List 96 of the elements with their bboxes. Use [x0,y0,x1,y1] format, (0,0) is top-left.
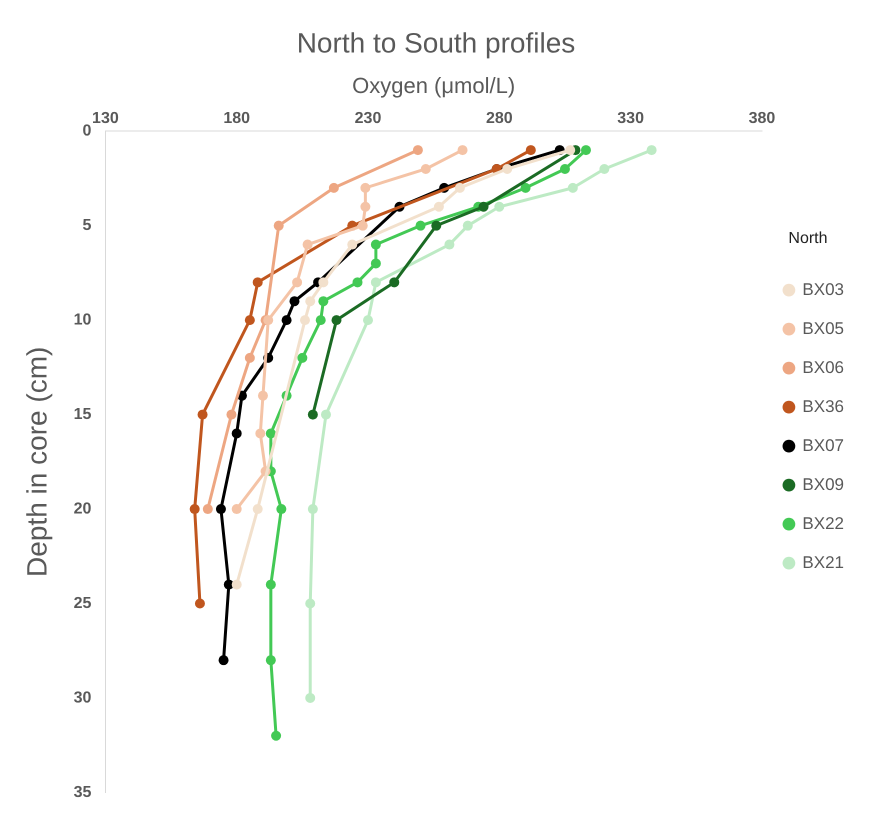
point [370,277,381,288]
point [305,598,316,608]
point [420,164,431,174]
y-axis-title: Depth in core (cm) [22,346,53,577]
point [232,428,242,438]
chart-title: North to South profiles [296,28,576,59]
point [389,277,400,288]
point [232,504,242,514]
point [462,220,473,231]
point [412,145,423,156]
x-tick-label: 230 [354,110,382,128]
x-tick-label: 380 [748,110,776,128]
legend-label: BX22 [802,514,844,533]
point [289,296,300,306]
point [360,202,370,212]
point [494,202,504,212]
point [478,202,489,212]
point [297,352,308,363]
legend-label: BX21 [802,552,844,572]
point [308,410,318,420]
y-tick-label: 20 [74,500,92,518]
x-tick-label: 330 [617,110,644,128]
point [347,240,358,250]
point [266,580,276,590]
point [416,220,426,231]
point [526,145,536,156]
point [255,428,266,438]
point [271,730,282,741]
point [434,202,444,212]
point [502,164,512,174]
point [431,220,442,231]
point [318,277,328,288]
legend-title: North [788,230,828,247]
point [292,277,302,288]
x-axis-title: Oxygen (μmol/L) [352,72,516,98]
point [331,315,342,326]
point [454,182,465,193]
point [198,410,208,420]
point [232,580,242,590]
point [274,220,284,231]
legend-label: BX36 [802,396,844,416]
point [202,504,213,514]
point [316,315,326,326]
point [560,164,570,174]
point [328,182,339,193]
point [358,220,368,231]
point [244,352,255,363]
point [370,258,381,268]
point [244,315,255,326]
point [252,504,263,514]
point [266,655,276,666]
point [320,410,331,420]
legend-label: BX09 [802,474,844,494]
point [363,315,374,326]
point [599,164,610,174]
x-tick-label: 180 [223,110,250,128]
legend-label: BX06 [802,358,844,377]
point [190,504,200,514]
point [194,598,205,608]
legend-label: BX05 [802,318,844,338]
point [218,655,229,666]
legend-label: BX03 [802,280,844,299]
point [263,315,274,326]
point [568,182,578,193]
y-tick-label: 30 [74,689,92,706]
y-tick-label: 10 [74,312,92,329]
point [276,504,286,514]
point [305,692,316,703]
point [305,296,316,306]
y-tick-label: 5 [82,217,92,234]
point [266,428,276,438]
point [646,145,657,156]
point [308,504,318,514]
point [318,296,328,306]
point [352,277,362,288]
point [580,145,591,156]
point [370,240,381,250]
point [300,315,310,326]
point [226,410,236,420]
point [444,240,454,250]
y-tick-label: 25 [74,594,92,612]
x-tick-label: 130 [92,110,119,128]
x-tick-label: 280 [486,110,513,128]
y-tick-label: 0 [82,122,92,140]
point [565,145,576,156]
y-tick-label: 35 [74,784,92,801]
point [216,504,226,514]
point [302,240,313,250]
point [360,182,370,193]
point [458,145,468,156]
legend-label: BX07 [802,436,844,455]
point [252,277,263,288]
point [258,390,268,401]
y-tick-label: 15 [74,406,92,423]
point [282,315,292,326]
point [520,182,531,193]
